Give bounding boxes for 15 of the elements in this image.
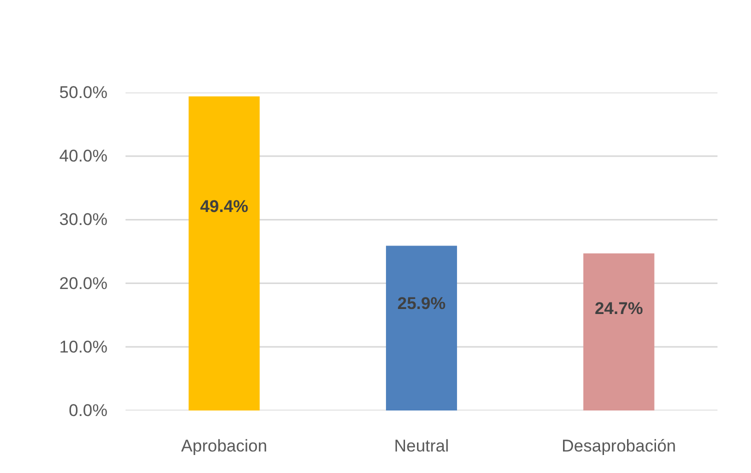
bar	[386, 246, 458, 410]
bar	[188, 96, 260, 410]
y-tick-label: 40.0%	[59, 146, 108, 166]
y-tick-label: 50.0%	[59, 83, 108, 102]
y-tick-label: 10.0%	[59, 337, 108, 356]
bar	[583, 253, 654, 410]
data-label: 24.7%	[594, 298, 643, 318]
x-tick-label: Desaprobación	[562, 436, 676, 456]
y-tick-label: 0.0%	[68, 401, 108, 420]
y-tick-label: 30.0%	[59, 210, 108, 230]
y-tick-label: 20.0%	[59, 274, 108, 293]
x-tick-label: Neutral	[394, 436, 449, 456]
data-label: 49.4%	[200, 196, 248, 216]
x-tick-label: Aprobacion	[181, 436, 268, 456]
data-label: 25.9%	[397, 294, 446, 313]
